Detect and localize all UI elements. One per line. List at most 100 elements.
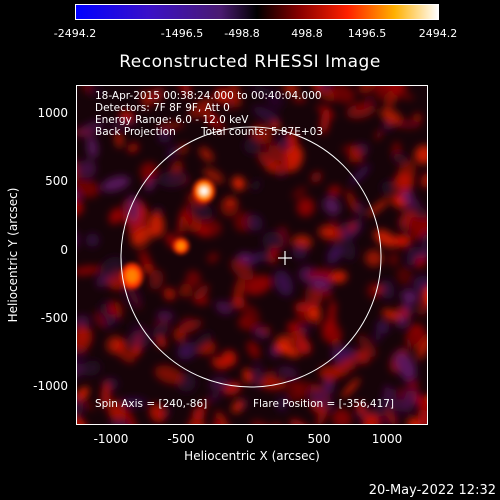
energy-range-label: Energy Range: 6.0 - 12.0 keV (95, 114, 249, 126)
noise-blob (152, 323, 169, 338)
noise-blob (131, 227, 153, 248)
noise-blob (278, 366, 298, 378)
noise-blob (183, 202, 194, 228)
spin-axis-label: Spin Axis = [240,-86] (95, 398, 208, 410)
noise-blob (115, 134, 123, 148)
noise-blob (189, 97, 214, 119)
noise-blob (407, 379, 419, 392)
noise-blob (321, 86, 331, 91)
noise-blob (378, 86, 408, 93)
noise-blob (283, 86, 299, 94)
noise-blob (77, 386, 89, 401)
noise-blob (380, 279, 395, 300)
noise-blob (318, 225, 334, 239)
y-axis-label: Heliocentric Y (arcsec) (6, 187, 20, 323)
noise-blob (415, 334, 427, 360)
colorbar-tick: -2494.2 (53, 27, 97, 40)
noise-blob (270, 120, 281, 130)
noise-blob (387, 252, 400, 267)
noise-blob (157, 121, 185, 130)
noise-blob (329, 86, 356, 104)
noise-blob (163, 287, 176, 301)
noise-blob (393, 234, 411, 248)
noise-blob (287, 321, 300, 334)
noise-blob (380, 107, 403, 126)
noise-blob (295, 337, 312, 355)
colorbar (75, 4, 439, 20)
noise-blob (391, 91, 415, 100)
noise-blob (404, 384, 417, 412)
noise-blob (149, 403, 166, 423)
noise-blob (292, 95, 306, 103)
noise-blob (392, 153, 408, 164)
noise-blob (344, 241, 356, 261)
noise-blob (322, 315, 337, 335)
noise-blob (226, 197, 236, 207)
noise-blob (394, 351, 416, 379)
method-label: Back Projection (95, 126, 176, 138)
noise-blob (77, 363, 85, 379)
noise-blob (157, 170, 188, 188)
noise-blob (192, 407, 205, 421)
noise-blob (232, 176, 246, 191)
colorbar-tick: 2494.2 (418, 27, 458, 40)
rhessi-image: 18-Apr-2015 00:38:24.000 to 00:40:04.000… (76, 85, 428, 425)
noise-blob (214, 87, 231, 104)
noise-blob (354, 349, 371, 365)
noise-blob (400, 289, 419, 304)
noise-blob (199, 146, 214, 162)
noise-blob (384, 385, 392, 399)
noise-blob (229, 86, 241, 108)
noise-blob (310, 386, 331, 405)
noise-blob (413, 275, 427, 293)
noise-blob (107, 398, 126, 413)
noise-blob (210, 113, 225, 133)
noise-blob (311, 86, 335, 102)
noise-blob (233, 277, 246, 302)
colorbar-tick: 498.8 (291, 27, 323, 40)
noise-blob (375, 320, 390, 334)
noise-blob (77, 327, 93, 355)
noise-blob (252, 106, 279, 122)
noise-blob (230, 258, 254, 281)
noise-blob (148, 212, 165, 238)
noise-blob (407, 417, 421, 424)
noise-blob (273, 158, 283, 167)
noise-blob (309, 277, 332, 290)
noise-blob (331, 270, 348, 284)
noise-blob (328, 300, 337, 321)
noise-blob (179, 283, 192, 298)
noise-blob (77, 120, 105, 138)
noise-blob (140, 162, 159, 180)
colorbar-tick: -498.8 (224, 27, 260, 40)
noise-blob (347, 220, 357, 233)
noise-blob (77, 157, 80, 185)
x-tick: -1000 (93, 432, 129, 446)
noise-blob (344, 357, 356, 370)
noise-blob (156, 310, 174, 321)
noise-blob (270, 247, 279, 258)
noise-blob (77, 198, 84, 217)
noise-blob (355, 401, 367, 416)
noise-blob (231, 296, 246, 309)
noise-blob (414, 145, 427, 165)
noise-blob (190, 202, 213, 220)
noise-blob (77, 179, 100, 198)
noise-blob (274, 335, 294, 355)
noise-blob (154, 365, 183, 385)
noise-blob (96, 274, 109, 288)
noise-blob (207, 252, 219, 264)
noise-blob (182, 86, 191, 99)
noise-blob (210, 393, 220, 401)
y-tick: 1000 (37, 106, 68, 120)
noise-blob (119, 397, 147, 407)
noise-blob (341, 377, 360, 398)
noise-blob (156, 335, 167, 348)
noise-blob (231, 399, 244, 414)
noise-blob (412, 112, 423, 123)
y-tick: -500 (40, 311, 68, 325)
noise-blob (408, 216, 423, 242)
noise-blob (226, 97, 236, 110)
noise-blob (127, 330, 150, 349)
noise-blob (417, 402, 427, 424)
